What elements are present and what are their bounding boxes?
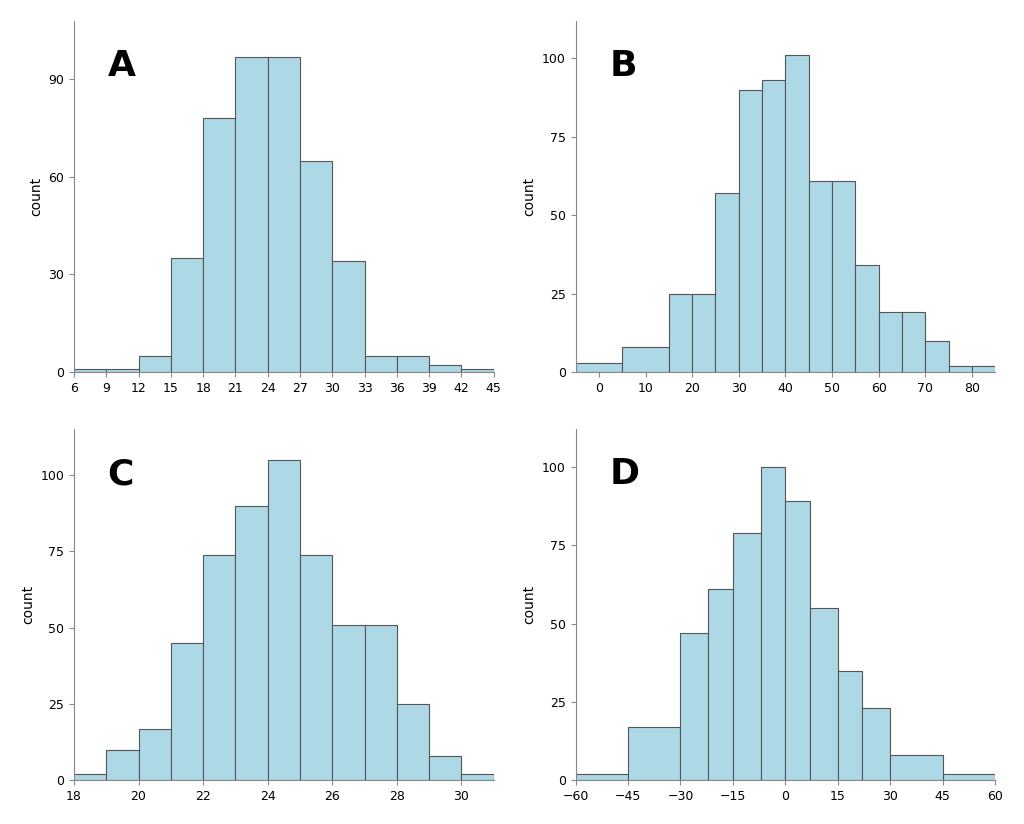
Bar [926,340,948,372]
Bar [397,705,429,780]
Bar [943,775,995,780]
Bar [106,368,138,372]
Bar [948,366,972,372]
Bar [762,81,785,372]
Bar [838,671,862,780]
Bar [575,363,623,372]
Bar [738,90,762,372]
Y-axis label: count: count [522,177,537,216]
Bar [862,709,890,780]
Bar [623,347,669,372]
Bar [429,365,462,372]
Bar [300,555,332,780]
Bar [462,775,494,780]
Bar [902,312,926,372]
Bar [429,756,462,780]
Text: C: C [108,457,134,491]
Bar [74,775,106,780]
Bar [855,265,879,372]
Bar [365,625,397,780]
Bar [332,625,365,780]
Bar [462,368,494,372]
Bar [236,506,267,780]
Bar [809,180,833,372]
Text: D: D [609,457,639,491]
Bar [138,356,171,372]
Bar [810,608,838,780]
Bar [332,261,365,372]
Bar [785,502,810,780]
Bar [203,119,236,372]
Bar [890,756,943,780]
Bar [171,643,203,780]
Text: B: B [609,49,637,83]
Bar [106,750,138,780]
Bar [692,293,716,372]
Bar [628,727,681,780]
Bar [733,533,761,780]
Bar [785,55,809,372]
Y-axis label: count: count [522,585,537,625]
Bar [267,460,300,780]
Bar [138,728,171,780]
Bar [236,57,267,372]
Bar [669,293,692,372]
Bar [397,356,429,372]
Bar [365,356,397,372]
Bar [575,775,628,780]
Bar [203,555,236,780]
Bar [171,258,203,372]
Bar [833,180,855,372]
Bar [879,312,902,372]
Y-axis label: count: count [20,585,35,625]
Text: A: A [108,49,135,83]
Bar [761,467,785,780]
Bar [716,194,738,372]
Bar [74,368,106,372]
Bar [681,633,709,780]
Bar [709,589,733,780]
Bar [300,161,332,372]
Bar [267,57,300,372]
Y-axis label: count: count [29,177,43,216]
Bar [972,366,995,372]
